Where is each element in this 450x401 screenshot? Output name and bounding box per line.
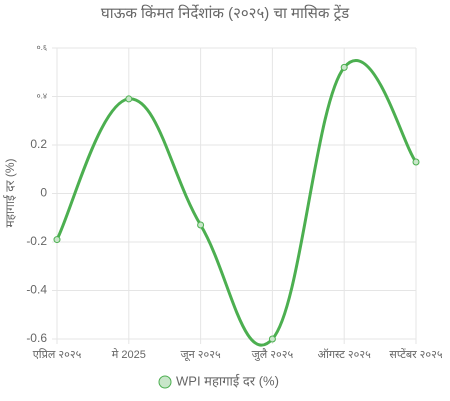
point bbox=[268, 335, 276, 343]
point bbox=[340, 63, 348, 71]
point bbox=[412, 158, 420, 166]
x-tick-label: जून २०२५ bbox=[180, 349, 220, 362]
point bbox=[125, 95, 133, 103]
legend-label: WPI महागाई दर (%) bbox=[176, 373, 279, 388]
y-tick-label: ०.६ bbox=[36, 43, 47, 52]
point bbox=[197, 221, 205, 229]
x-tick-label: मे 2025 bbox=[112, 348, 146, 361]
y-tick-label: -0.2 bbox=[26, 234, 47, 248]
y-tick-label: -0.4 bbox=[26, 283, 47, 297]
line bbox=[55, 59, 418, 347]
x-tick-label: एप्रिल २०२५ bbox=[33, 348, 82, 361]
point bbox=[53, 236, 61, 244]
x-tick-label: ऑगस्ट २०२५ bbox=[318, 348, 371, 361]
legend-swatch bbox=[158, 375, 172, 389]
x-tick-label: सप्टेंबर २०२५ bbox=[389, 348, 442, 361]
chart-title: घाऊक किंमत निर्देशांक (२०२५) चा मासिक ट्… bbox=[101, 4, 350, 22]
x-tick-label: जुलै २०२५ bbox=[252, 348, 294, 361]
y-tick-label: 0 bbox=[40, 186, 47, 200]
y-tick-label: ०.४ bbox=[36, 92, 47, 101]
y-tick-label: -0.6 bbox=[26, 331, 47, 345]
y-tick-label: 0.2 bbox=[30, 137, 47, 151]
y-axis-label: महागाई दर (%) bbox=[3, 158, 17, 227]
